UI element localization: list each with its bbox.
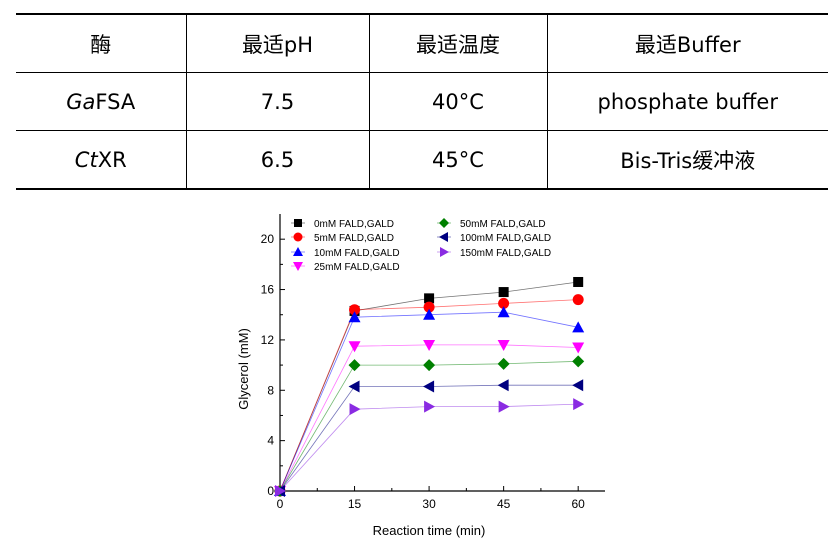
y-tick-label: 12 xyxy=(261,333,275,347)
data-point xyxy=(498,297,510,309)
x-tick-label: 60 xyxy=(572,497,586,511)
data-point xyxy=(572,355,585,368)
data-point xyxy=(497,306,510,318)
table-row: GaFSA 7.5 40°C phosphate buffer xyxy=(16,72,828,131)
x-tick-label: 30 xyxy=(422,497,436,511)
x-tick-label: 45 xyxy=(497,497,511,511)
data-point xyxy=(573,398,585,411)
header-enzyme: 酶 xyxy=(16,13,187,73)
optimal-ph-cell: 7.5 xyxy=(185,72,370,131)
legend-label: 100mM FALD,GALD xyxy=(460,233,551,244)
data-point xyxy=(423,359,436,372)
legend-label: 25mM FALD,GALD xyxy=(314,262,400,273)
enzyme-name-italic: Ga xyxy=(66,89,96,114)
enzyme-name-rest: FSA xyxy=(95,89,136,114)
data-point xyxy=(424,293,435,304)
data-point xyxy=(348,341,361,353)
data-point xyxy=(349,403,361,416)
optimal-temperature-cell: 45°C xyxy=(368,130,548,190)
series-line xyxy=(279,311,579,492)
data-point xyxy=(348,359,361,372)
optimal-temperature-cell: 40°C xyxy=(368,72,548,131)
legend-label: 150mM FALD,GALD xyxy=(460,248,551,259)
data-point xyxy=(498,400,510,413)
legend: 0mM FALD,GALD 5mM FALD,GALD 10mM FALD,GALD… xyxy=(291,218,551,273)
optimal-buffer-cell: Bis-Tris缓冲液 xyxy=(546,130,828,190)
series-layer xyxy=(274,276,585,497)
y-tick-label: 0 xyxy=(267,484,274,498)
y-tick-label: 16 xyxy=(261,283,275,297)
legend-marker xyxy=(294,219,302,227)
y-tick-label: 4 xyxy=(267,434,274,448)
optimal-buffer-cell: phosphate buffer xyxy=(546,72,828,131)
x-tick-label: 15 xyxy=(348,497,362,511)
series-line xyxy=(279,299,579,492)
y-axis-title: Glycerol (mM) xyxy=(236,328,251,410)
data-point xyxy=(572,342,585,354)
header-optimal-ph: 最适pH xyxy=(185,13,370,73)
legend-marker xyxy=(439,232,448,242)
legend-marker xyxy=(293,262,303,271)
table-row: CtXR 6.5 45°C Bis-Tris缓冲液 xyxy=(16,130,828,190)
enzyme-name-italic: Ct xyxy=(74,147,98,172)
legend-label: 0mM FALD,GALD xyxy=(314,219,394,230)
x-tick-label: 0 xyxy=(277,497,284,511)
data-point xyxy=(572,294,584,306)
data-point xyxy=(423,380,435,393)
table-header-row: 酶 最适pH 最适温度 最适Buffer xyxy=(16,13,828,73)
data-point xyxy=(497,357,510,370)
data-point xyxy=(348,311,361,323)
data-point xyxy=(572,321,585,333)
series-line xyxy=(279,403,579,492)
data-point xyxy=(275,485,286,497)
enzyme-name-rest: XR xyxy=(97,147,127,172)
data-point xyxy=(424,400,436,413)
data-point xyxy=(497,339,510,351)
enzyme-properties-table: 酶 最适pH 最适温度 最适Buffer GaFSA 7.5 40°C phos… xyxy=(16,13,828,190)
legend-label: 5mM FALD,GALD xyxy=(314,233,394,244)
series-line xyxy=(279,384,579,492)
optimal-ph-cell: 6.5 xyxy=(185,130,370,190)
data-point xyxy=(498,287,509,298)
data-point xyxy=(423,339,436,351)
enzyme-name-cell: CtXR xyxy=(16,130,187,190)
data-point xyxy=(423,301,435,313)
header-optimal-temperature: 最适温度 xyxy=(368,13,548,73)
legend-marker xyxy=(440,247,449,257)
glycerol-line-chart: 0 4 8 12 16 20 0 15 30 45 60 0mM FALD,GALD 5mM FALD… xyxy=(236,214,605,538)
series-line xyxy=(279,360,579,492)
data-point xyxy=(349,304,361,316)
enzyme-name-cell: GaFSA xyxy=(16,72,187,131)
y-tick-label: 20 xyxy=(261,232,275,246)
legend-marker xyxy=(439,218,449,228)
legend-marker xyxy=(293,232,303,242)
legend-marker xyxy=(293,247,303,256)
data-point xyxy=(423,308,436,320)
y-tick-label: 8 xyxy=(267,383,274,397)
axes-layer: 0 4 8 12 16 20 0 15 30 45 60 xyxy=(261,214,605,511)
legend-label: 10mM FALD,GALD xyxy=(314,248,400,259)
data-point xyxy=(572,379,584,392)
x-axis-title: Reaction time (min) xyxy=(373,523,486,538)
legend-label: 50mM FALD,GALD xyxy=(460,219,546,230)
header-optimal-buffer: 最适Buffer xyxy=(546,13,828,73)
data-point xyxy=(573,276,584,287)
data-point xyxy=(497,379,509,392)
data-point xyxy=(348,380,360,393)
